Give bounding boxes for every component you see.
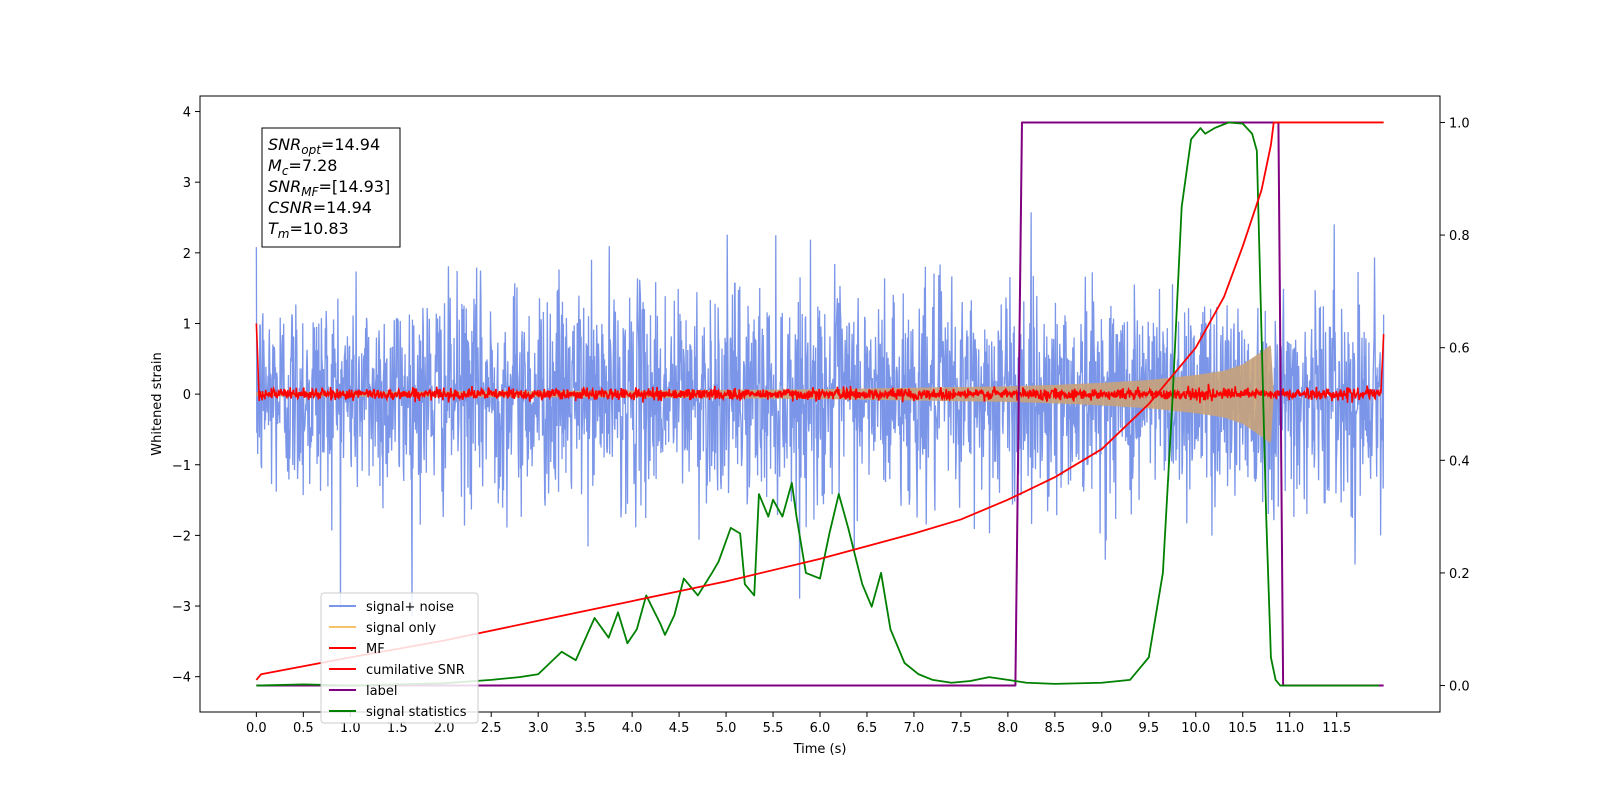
info-box-frame [261,127,401,248]
x-tick-label: 3.5 [575,721,596,736]
x-tick-label: 10.5 [1228,721,1257,736]
x-tick-label: 0.0 [246,721,267,736]
x-tick-label: 3.0 [528,721,549,736]
legend-label: label [366,684,397,699]
info-value: =10.83 [289,219,348,238]
y-axis-right: 1.0 0.8 0.6 0.4 0.2 0.0 [1440,116,1470,695]
info-box-line: CSNR=14.94 [268,198,372,217]
info-symbol: M [268,156,282,175]
legend-frame [320,592,479,724]
y2-tick-label: 0.4 [1449,454,1470,469]
x-tick-label: 5.5 [763,721,784,736]
legend: signal+ noise signal only MF cumilative SNR… [320,592,479,724]
x-tick-label: 8.5 [1045,721,1066,736]
x-tick-label: 11.5 [1322,721,1351,736]
info-symbol: T [268,219,279,238]
x-tick-label: 1.0 [340,721,361,736]
legend-label: signal only [366,621,436,636]
info-box-line: Tm=10.83 [268,219,349,241]
info-symbol: SNR [268,135,301,154]
x-tick-label: 4.0 [622,721,643,736]
x-tick-label: 5.0 [716,721,737,736]
x-tick-label: 8.0 [998,721,1019,736]
x-tick-label: 10.0 [1181,721,1210,736]
info-symbol: SNR [268,177,301,196]
y-tick-label: 3 [183,176,191,191]
legend-label: cumilative SNR [366,663,465,678]
info-box-line: SNRopt=14.94 [268,135,380,157]
y2-tick-label: 0.2 [1449,567,1470,582]
series-line-mf [255,323,1385,404]
y-tick-label: 0 [183,388,191,403]
legend-label: signal statistics [366,705,467,720]
x-tick-label: 7.5 [951,721,972,736]
y2-tick-label: 1.0 [1449,116,1470,131]
x-tick-label: 11.0 [1275,721,1304,736]
info-subscript: m [278,227,290,241]
x-tick-label: 6.0 [810,721,831,736]
y2-tick-label: 0.0 [1449,680,1470,695]
y-axis-title: Whitened strain [150,352,165,455]
x-tick-label: 2.0 [434,721,455,736]
legend-label: MF [366,642,385,657]
x-axis: 0.0 0.5 1.0 1.5 2.0 2.5 3.0 3.5 4.0 4.5 5.0 5.5 6.0 6… [246,712,1351,736]
info-value: =14.94 [321,135,380,154]
x-tick-label: 1.5 [387,721,408,736]
x-tick-label: 4.5 [669,721,690,736]
x-tick-label: 0.5 [293,721,314,736]
info-box-line: Mc=7.28 [268,156,337,178]
info-box: SNRopt=14.94Mc=7.28SNRMF=[14.93]CSNR=14.… [261,127,401,248]
x-tick-label: 2.5 [481,721,502,736]
y2-tick-label: 0.8 [1449,229,1470,244]
info-value: =14.94 [313,198,372,217]
y-tick-label: 1 [183,317,191,332]
x-tick-label: 6.5 [857,721,878,736]
info-box-line: SNRMF=[14.93] [268,177,390,199]
y-tick-label: −4 [172,671,191,686]
x-tick-label: 9.5 [1138,721,1159,736]
info-subscript: c [282,164,289,178]
legend-label: signal+ noise [366,600,454,615]
x-tick-label: 7.0 [904,721,925,736]
y-tick-label: −3 [172,600,191,615]
y-tick-label: −2 [172,529,191,544]
info-value: =7.28 [288,156,337,175]
info-symbol: CSNR [268,198,313,217]
info-subscript: opt [301,143,322,157]
y-tick-label: −1 [172,459,191,474]
x-axis-title: Time (s) [793,742,847,757]
y2-tick-label: 0.6 [1449,342,1470,357]
info-value: =[14.93] [319,177,391,196]
series-line-signal-statistics [256,121,1379,687]
y-axis-left: 4 3 2 1 0 −1 −2 −3 −4 [172,106,200,686]
y-tick-label: 4 [183,106,191,121]
info-subscript: MF [301,185,319,199]
x-tick-label: 9.0 [1091,721,1112,736]
y-tick-label: 2 [183,247,191,262]
